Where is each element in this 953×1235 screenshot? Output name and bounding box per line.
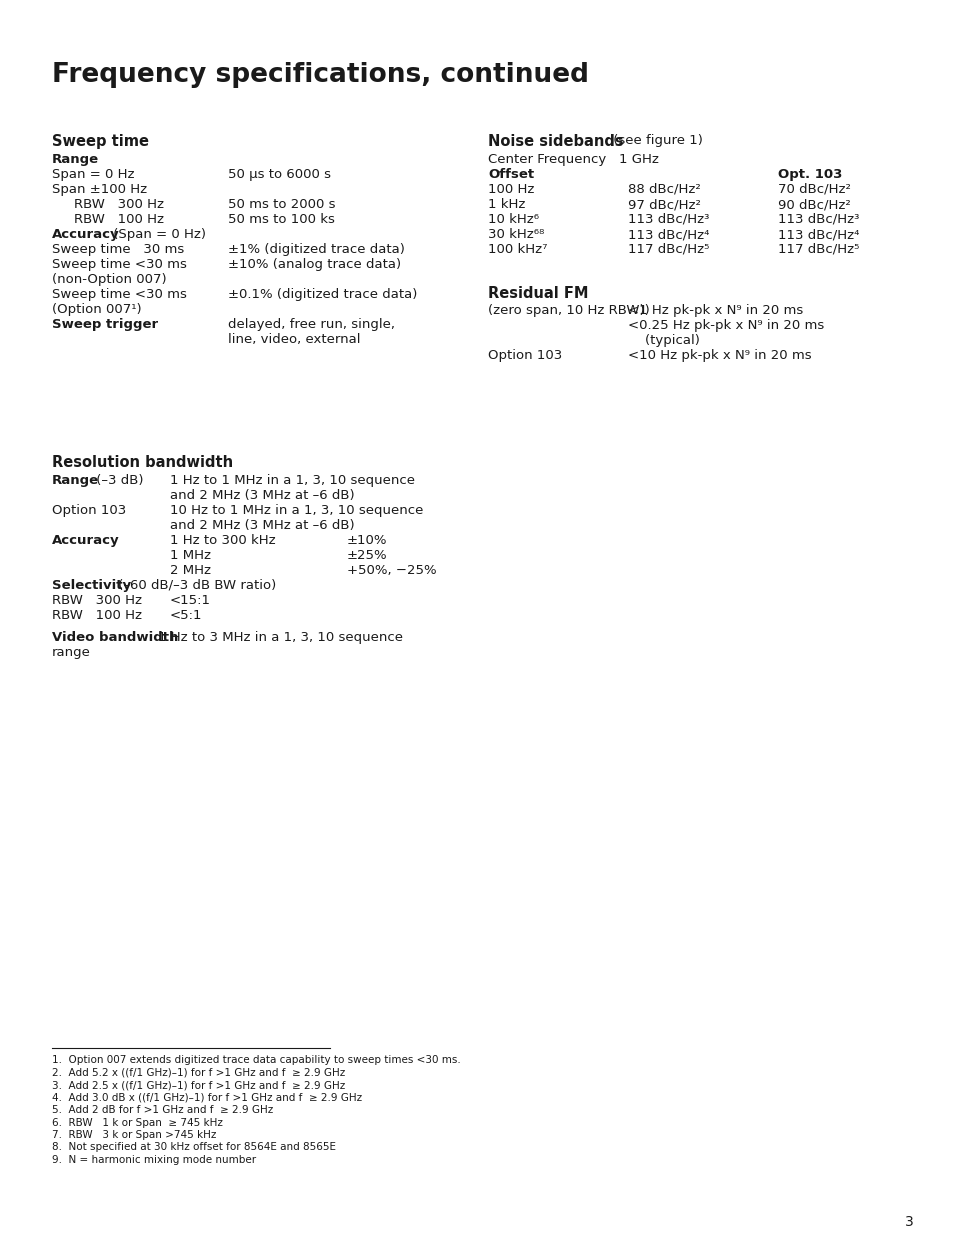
Text: 50 ms to 100 ks: 50 ms to 100 ks — [228, 212, 335, 226]
Text: 7.  RBW   3 k or Span >745 kHz: 7. RBW 3 k or Span >745 kHz — [52, 1130, 216, 1140]
Text: Noise sidebands: Noise sidebands — [488, 135, 623, 149]
Text: Option 103: Option 103 — [52, 504, 126, 517]
Text: 30 kHz⁶⁸: 30 kHz⁶⁸ — [488, 228, 544, 241]
Text: 90 dBc/Hz²: 90 dBc/Hz² — [778, 198, 850, 211]
Text: 50 µs to 6000 s: 50 µs to 6000 s — [228, 168, 331, 182]
Text: 100 Hz: 100 Hz — [488, 183, 534, 196]
Text: 3: 3 — [904, 1215, 913, 1229]
Text: Center Frequency   1 GHz: Center Frequency 1 GHz — [488, 153, 659, 165]
Text: 8.  Not specified at 30 kHz offset for 8564E and 8565E: 8. Not specified at 30 kHz offset for 85… — [52, 1142, 335, 1152]
Text: Selectivity: Selectivity — [52, 579, 131, 592]
Text: 2.  Add 5.2 x ((f/1 GHz)–1) for f >1 GHz and f  ≥ 2.9 GHz: 2. Add 5.2 x ((f/1 GHz)–1) for f >1 GHz … — [52, 1067, 345, 1077]
Text: 3.  Add 2.5 x ((f/1 GHz)–1) for f >1 GHz and f  ≥ 2.9 GHz: 3. Add 2.5 x ((f/1 GHz)–1) for f >1 GHz … — [52, 1079, 345, 1091]
Text: Range: Range — [52, 153, 99, 165]
Text: Sweep time: Sweep time — [52, 135, 149, 149]
Text: ±10% (analog trace data): ±10% (analog trace data) — [228, 258, 400, 270]
Text: 100 kHz⁷: 100 kHz⁷ — [488, 243, 547, 256]
Text: 1 Hz to 3 MHz in a 1, 3, 10 sequence: 1 Hz to 3 MHz in a 1, 3, 10 sequence — [158, 631, 402, 643]
Text: 10 kHz⁶: 10 kHz⁶ — [488, 212, 538, 226]
Text: 117 dBc/Hz⁵: 117 dBc/Hz⁵ — [778, 243, 859, 256]
Text: <10 Hz pk-pk x N⁹ in 20 ms: <10 Hz pk-pk x N⁹ in 20 ms — [627, 350, 811, 362]
Text: 1.  Option 007 extends digitized trace data capability to sweep times <30 ms.: 1. Option 007 extends digitized trace da… — [52, 1055, 460, 1065]
Text: +50%, −25%: +50%, −25% — [347, 564, 436, 577]
Text: (see figure 1): (see figure 1) — [608, 135, 702, 147]
Text: Range: Range — [52, 474, 99, 487]
Text: 113 dBc/Hz⁴: 113 dBc/Hz⁴ — [627, 228, 709, 241]
Text: (–60 dB/–3 dB BW ratio): (–60 dB/–3 dB BW ratio) — [113, 579, 276, 592]
Text: 5.  Add 2 dB for f >1 GHz and f  ≥ 2.9 GHz: 5. Add 2 dB for f >1 GHz and f ≥ 2.9 GHz — [52, 1105, 273, 1115]
Text: 6.  RBW   1 k or Span  ≥ 745 kHz: 6. RBW 1 k or Span ≥ 745 kHz — [52, 1118, 223, 1128]
Text: 1 MHz: 1 MHz — [170, 550, 211, 562]
Text: RBW   300 Hz: RBW 300 Hz — [74, 198, 164, 211]
Text: RBW   100 Hz: RBW 100 Hz — [52, 609, 142, 622]
Text: RBW   100 Hz: RBW 100 Hz — [74, 212, 164, 226]
Text: 1 Hz to 1 MHz in a 1, 3, 10 sequence: 1 Hz to 1 MHz in a 1, 3, 10 sequence — [170, 474, 415, 487]
Text: Sweep time   30 ms: Sweep time 30 ms — [52, 243, 184, 256]
Text: and 2 MHz (3 MHz at –6 dB): and 2 MHz (3 MHz at –6 dB) — [170, 489, 355, 501]
Text: <15:1: <15:1 — [170, 594, 211, 606]
Text: line, video, external: line, video, external — [228, 333, 360, 346]
Text: (Option 007¹): (Option 007¹) — [52, 303, 141, 316]
Text: 113 dBc/Hz⁴: 113 dBc/Hz⁴ — [778, 228, 859, 241]
Text: ±1% (digitized trace data): ±1% (digitized trace data) — [228, 243, 404, 256]
Text: delayed, free run, single,: delayed, free run, single, — [228, 317, 395, 331]
Text: 2 MHz: 2 MHz — [170, 564, 211, 577]
Text: Opt. 103: Opt. 103 — [778, 168, 841, 182]
Text: Accuracy: Accuracy — [52, 534, 119, 547]
Text: 50 ms to 2000 s: 50 ms to 2000 s — [228, 198, 335, 211]
Text: ±0.1% (digitized trace data): ±0.1% (digitized trace data) — [228, 288, 417, 301]
Text: (Span = 0 Hz): (Span = 0 Hz) — [109, 228, 206, 241]
Text: 10 Hz to 1 MHz in a 1, 3, 10 sequence: 10 Hz to 1 MHz in a 1, 3, 10 sequence — [170, 504, 423, 517]
Text: 4.  Add 3.0 dB x ((f/1 GHz)–1) for f >1 GHz and f  ≥ 2.9 GHz: 4. Add 3.0 dB x ((f/1 GHz)–1) for f >1 G… — [52, 1093, 362, 1103]
Text: 113 dBc/Hz³: 113 dBc/Hz³ — [627, 212, 709, 226]
Text: ±25%: ±25% — [347, 550, 387, 562]
Text: (non-Option 007): (non-Option 007) — [52, 273, 167, 287]
Text: and 2 MHz (3 MHz at –6 dB): and 2 MHz (3 MHz at –6 dB) — [170, 519, 355, 532]
Text: (–3 dB): (–3 dB) — [91, 474, 143, 487]
Text: <1 Hz pk-pk x N⁹ in 20 ms: <1 Hz pk-pk x N⁹ in 20 ms — [627, 304, 802, 317]
Text: <0.25 Hz pk-pk x N⁹ in 20 ms: <0.25 Hz pk-pk x N⁹ in 20 ms — [627, 319, 823, 332]
Text: 9.  N = harmonic mixing mode number: 9. N = harmonic mixing mode number — [52, 1155, 255, 1165]
Text: 97 dBc/Hz²: 97 dBc/Hz² — [627, 198, 700, 211]
Text: <5:1: <5:1 — [170, 609, 202, 622]
Text: Sweep time <30 ms: Sweep time <30 ms — [52, 258, 187, 270]
Text: (typical): (typical) — [627, 333, 700, 347]
Text: Sweep time <30 ms: Sweep time <30 ms — [52, 288, 187, 301]
Text: range: range — [52, 646, 91, 659]
Text: 113 dBc/Hz³: 113 dBc/Hz³ — [778, 212, 859, 226]
Text: Accuracy: Accuracy — [52, 228, 119, 241]
Text: Span = 0 Hz: Span = 0 Hz — [52, 168, 134, 182]
Text: 117 dBc/Hz⁵: 117 dBc/Hz⁵ — [627, 243, 709, 256]
Text: Sweep trigger: Sweep trigger — [52, 317, 158, 331]
Text: 88 dBc/Hz²: 88 dBc/Hz² — [627, 183, 700, 196]
Text: Span ±100 Hz: Span ±100 Hz — [52, 183, 147, 196]
Text: RBW   300 Hz: RBW 300 Hz — [52, 594, 142, 606]
Text: Residual FM: Residual FM — [488, 287, 588, 301]
Text: (zero span, 10 Hz RBW)): (zero span, 10 Hz RBW)) — [488, 304, 649, 317]
Text: Resolution bandwidth: Resolution bandwidth — [52, 454, 233, 471]
Text: Offset: Offset — [488, 168, 534, 182]
Text: ±10%: ±10% — [347, 534, 387, 547]
Text: Frequency specifications, continued: Frequency specifications, continued — [52, 62, 588, 88]
Text: Option 103: Option 103 — [488, 350, 561, 362]
Text: Video bandwidth: Video bandwidth — [52, 631, 178, 643]
Text: 70 dBc/Hz²: 70 dBc/Hz² — [778, 183, 850, 196]
Text: 1 Hz to 300 kHz: 1 Hz to 300 kHz — [170, 534, 275, 547]
Text: 1 kHz: 1 kHz — [488, 198, 525, 211]
